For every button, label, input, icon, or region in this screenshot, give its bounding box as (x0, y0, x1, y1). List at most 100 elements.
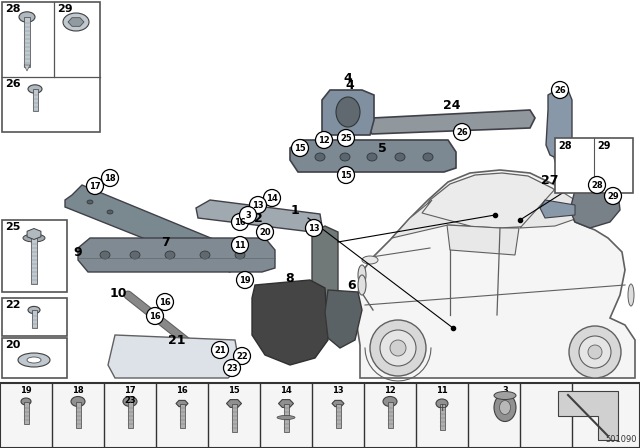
Circle shape (552, 82, 568, 99)
Ellipse shape (367, 153, 377, 161)
Text: 8: 8 (285, 271, 294, 284)
Text: 18: 18 (72, 386, 84, 395)
Text: 29: 29 (57, 4, 72, 14)
Ellipse shape (358, 275, 366, 295)
Circle shape (588, 345, 602, 359)
Polygon shape (24, 65, 30, 71)
Polygon shape (356, 170, 635, 378)
Ellipse shape (18, 353, 50, 367)
Ellipse shape (494, 393, 516, 422)
Bar (127, 401, 132, 427)
Circle shape (305, 220, 323, 237)
Text: 4: 4 (346, 78, 355, 91)
Polygon shape (420, 173, 575, 228)
Text: 21: 21 (214, 345, 226, 354)
Circle shape (211, 341, 228, 358)
Circle shape (257, 224, 273, 241)
Polygon shape (540, 200, 575, 218)
Circle shape (337, 129, 355, 146)
Ellipse shape (494, 392, 516, 400)
Bar (24, 401, 29, 423)
Text: 25: 25 (340, 134, 352, 142)
Text: 21: 21 (168, 333, 186, 346)
Polygon shape (68, 17, 84, 26)
Ellipse shape (601, 145, 627, 163)
Ellipse shape (362, 256, 378, 264)
Polygon shape (366, 110, 535, 134)
Text: 11: 11 (234, 241, 246, 250)
Polygon shape (554, 148, 582, 165)
Text: 15: 15 (228, 386, 240, 395)
Circle shape (239, 207, 257, 224)
Text: 26: 26 (456, 128, 468, 137)
Polygon shape (447, 225, 519, 255)
Bar (2, 338, 67, 378)
Bar (24, 17, 30, 67)
Bar (440, 404, 445, 430)
Bar (570, 150, 576, 188)
Text: 22: 22 (236, 352, 248, 361)
Ellipse shape (87, 200, 93, 204)
Text: 13: 13 (252, 201, 264, 210)
Ellipse shape (165, 251, 175, 259)
Text: 16: 16 (159, 297, 171, 306)
Circle shape (86, 177, 104, 194)
Circle shape (316, 132, 333, 148)
Bar (335, 404, 340, 427)
Ellipse shape (71, 396, 85, 406)
Text: 15: 15 (294, 143, 306, 152)
Text: 7: 7 (161, 236, 170, 249)
Text: 13: 13 (308, 224, 320, 233)
Bar (232, 404, 237, 431)
Bar (0, 383, 640, 448)
Polygon shape (65, 185, 242, 272)
Text: 29: 29 (607, 191, 619, 201)
Bar (555, 138, 633, 193)
Circle shape (264, 190, 280, 207)
Text: 3: 3 (245, 211, 251, 220)
Ellipse shape (23, 234, 45, 242)
Text: 16: 16 (176, 386, 188, 395)
Bar (2, 2, 100, 132)
Polygon shape (606, 150, 622, 158)
Text: 1: 1 (291, 203, 300, 216)
Text: 2: 2 (253, 211, 262, 224)
Polygon shape (546, 88, 575, 160)
Polygon shape (520, 188, 578, 228)
Ellipse shape (336, 97, 360, 127)
Circle shape (579, 336, 611, 368)
Circle shape (337, 167, 355, 184)
Text: 11: 11 (436, 386, 448, 395)
Text: 29: 29 (597, 141, 611, 151)
Circle shape (232, 237, 248, 254)
Text: 17
23: 17 23 (124, 386, 136, 405)
Polygon shape (290, 140, 456, 172)
Text: 14: 14 (280, 386, 292, 395)
Text: 23: 23 (226, 363, 238, 372)
Circle shape (380, 330, 416, 366)
Ellipse shape (63, 13, 89, 31)
Circle shape (390, 340, 406, 356)
Text: 22: 22 (5, 300, 20, 310)
Ellipse shape (130, 251, 140, 259)
Circle shape (102, 169, 118, 186)
Text: 13: 13 (332, 386, 344, 395)
Ellipse shape (19, 12, 35, 22)
Ellipse shape (107, 210, 113, 214)
Circle shape (370, 320, 426, 376)
Circle shape (232, 214, 248, 231)
Ellipse shape (499, 401, 511, 414)
Text: 25: 25 (5, 222, 20, 232)
Text: 12: 12 (318, 135, 330, 145)
Circle shape (157, 293, 173, 310)
Bar (2, 298, 67, 336)
Circle shape (291, 139, 308, 156)
Text: 19: 19 (239, 276, 251, 284)
Text: 26: 26 (5, 79, 20, 89)
Ellipse shape (566, 146, 580, 155)
Polygon shape (176, 401, 188, 407)
Text: 15: 15 (340, 171, 352, 180)
Ellipse shape (436, 399, 448, 408)
Text: 28: 28 (591, 181, 603, 190)
Bar (31, 310, 36, 328)
